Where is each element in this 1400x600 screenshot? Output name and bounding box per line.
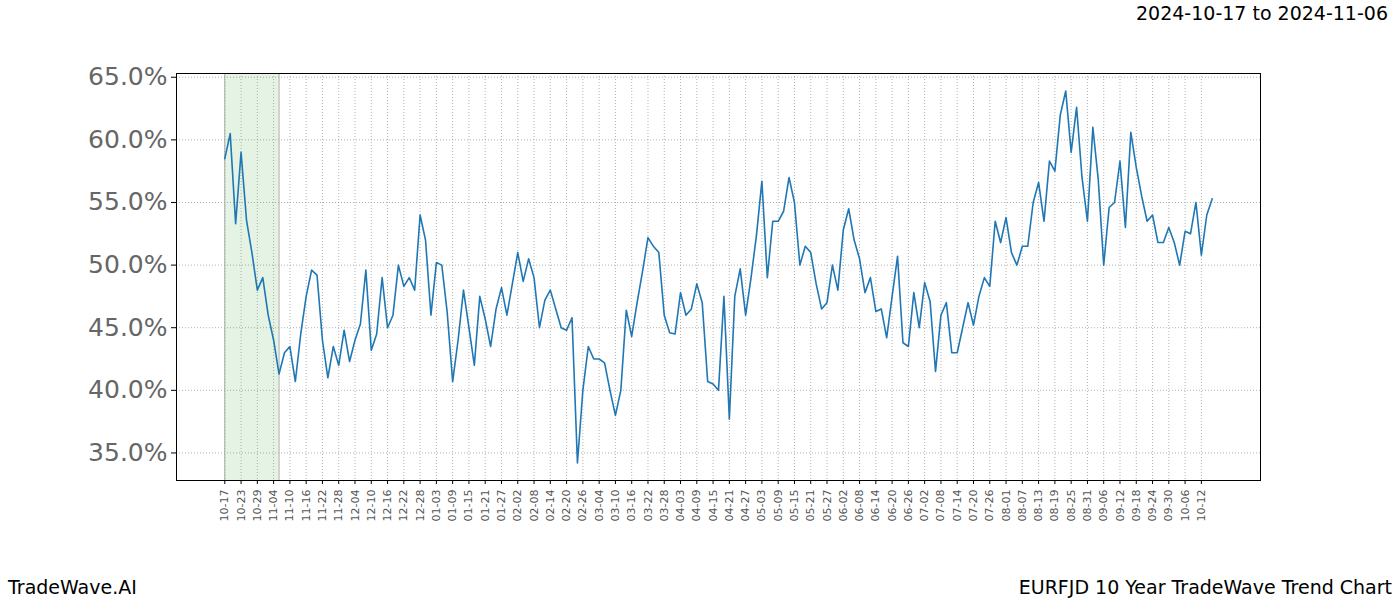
svg-text:11-22: 11-22 xyxy=(316,490,329,522)
svg-text:08-07: 08-07 xyxy=(1016,490,1029,522)
svg-text:03-10: 03-10 xyxy=(609,490,622,522)
svg-text:03-16: 03-16 xyxy=(625,490,638,522)
svg-text:09-06: 09-06 xyxy=(1097,490,1110,522)
svg-text:03-22: 03-22 xyxy=(641,490,654,522)
svg-text:08-13: 08-13 xyxy=(1032,490,1045,522)
svg-text:01-03: 01-03 xyxy=(430,490,443,522)
svg-text:10-17: 10-17 xyxy=(218,490,231,522)
svg-text:07-20: 07-20 xyxy=(967,490,980,522)
svg-text:04-15: 04-15 xyxy=(707,490,720,522)
svg-text:01-09: 01-09 xyxy=(446,490,459,522)
svg-text:11-10: 11-10 xyxy=(283,490,296,522)
svg-text:02-14: 02-14 xyxy=(544,490,557,522)
svg-text:09-18: 09-18 xyxy=(1130,490,1143,522)
svg-text:05-15: 05-15 xyxy=(788,490,801,522)
svg-text:07-08: 07-08 xyxy=(934,490,947,522)
svg-text:09-24: 09-24 xyxy=(1146,490,1159,522)
svg-text:12-04: 12-04 xyxy=(349,490,362,522)
html-text:EURFJD 10 Year TradeWave Trend: EURFJD 10 Year TradeWave Trend Chart xyxy=(1018,576,1392,598)
svg-text:02-20: 02-20 xyxy=(560,490,573,522)
svg-text:05-27: 05-27 xyxy=(821,490,834,522)
svg-text:12-28: 12-28 xyxy=(414,490,427,522)
svg-text:06-26: 06-26 xyxy=(902,490,915,522)
svg-text:08-01: 08-01 xyxy=(1000,490,1013,522)
svg-text:12-16: 12-16 xyxy=(381,490,394,522)
svg-text:08-19: 08-19 xyxy=(1048,490,1061,522)
svg-text:11-28: 11-28 xyxy=(332,490,345,522)
svg-text:10-29: 10-29 xyxy=(251,490,264,522)
svg-text:02-08: 02-08 xyxy=(528,490,541,522)
svg-text:06-02: 06-02 xyxy=(837,490,850,522)
svg-text:02-26: 02-26 xyxy=(576,490,589,522)
svg-text:12-10: 12-10 xyxy=(365,490,378,522)
svg-text:45.0%: 45.0% xyxy=(88,313,167,342)
svg-text:65.0%: 65.0% xyxy=(88,62,167,91)
svg-text:04-09: 04-09 xyxy=(690,490,703,522)
svg-text:35.0%: 35.0% xyxy=(88,438,167,467)
svg-text:12-22: 12-22 xyxy=(397,490,410,522)
svg-text:06-08: 06-08 xyxy=(853,490,866,522)
svg-text:06-14: 06-14 xyxy=(869,490,882,522)
svg-text:11-16: 11-16 xyxy=(300,490,313,522)
svg-text:08-25: 08-25 xyxy=(1065,490,1078,522)
svg-text:03-28: 03-28 xyxy=(658,490,671,522)
svg-text:55.0%: 55.0% xyxy=(88,187,167,216)
svg-text:09-30: 09-30 xyxy=(1162,490,1175,522)
svg-text:01-21: 01-21 xyxy=(479,490,492,522)
svg-text:02-02: 02-02 xyxy=(511,490,524,522)
svg-text:08-31: 08-31 xyxy=(1081,490,1094,522)
svg-text:04-03: 04-03 xyxy=(674,490,687,522)
svg-text:10-12: 10-12 xyxy=(1195,490,1208,522)
svg-text:10-23: 10-23 xyxy=(235,490,248,522)
svg-text:60.0%: 60.0% xyxy=(88,125,167,154)
svg-text:05-09: 05-09 xyxy=(772,490,785,522)
svg-text:07-14: 07-14 xyxy=(951,490,964,522)
html-text:TradeWave.AI: TradeWave.AI xyxy=(8,576,137,598)
svg-text:06-20: 06-20 xyxy=(886,490,899,522)
svg-text:05-21: 05-21 xyxy=(804,490,817,522)
svg-text:07-26: 07-26 xyxy=(983,490,996,522)
svg-text:11-04: 11-04 xyxy=(267,490,280,522)
svg-text:10-06: 10-06 xyxy=(1179,490,1192,522)
svg-text:03-04: 03-04 xyxy=(593,490,606,522)
svg-text:04-27: 04-27 xyxy=(739,490,752,522)
html-text:2024-10-17 to 2024-11-06: 2024-10-17 to 2024-11-06 xyxy=(1136,2,1388,24)
svg-text:40.0%: 40.0% xyxy=(88,375,167,404)
svg-text:05-03: 05-03 xyxy=(755,490,768,522)
svg-text:04-21: 04-21 xyxy=(723,490,736,522)
svg-text:09-12: 09-12 xyxy=(1114,490,1127,522)
svg-text:50.0%: 50.0% xyxy=(88,250,167,279)
svg-text:01-27: 01-27 xyxy=(495,490,508,522)
svg-text:07-02: 07-02 xyxy=(918,490,931,522)
svg-text:01-15: 01-15 xyxy=(462,490,475,522)
